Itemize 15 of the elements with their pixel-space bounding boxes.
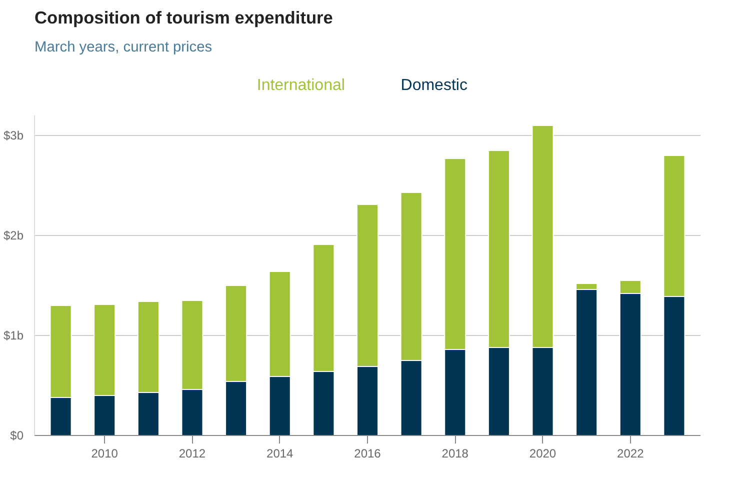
x-tick-label: 2012 <box>178 446 206 460</box>
text: International <box>256 77 345 94</box>
x-tick-label: 2014 <box>266 446 294 460</box>
y-tick-label: $3b <box>3 128 24 142</box>
x-tick-label: 2022 <box>617 446 644 460</box>
x-tick-label: 2016 <box>354 446 382 460</box>
y-tick-label: $0 <box>10 428 24 442</box>
text: Domestic <box>400 77 468 94</box>
chart-title: Composition of tourism expenditure <box>34 8 334 28</box>
x-tick-label: 2020 <box>529 446 556 460</box>
x-tick-label: 2018 <box>442 446 469 460</box>
x-tick-label: 2010 <box>91 446 118 460</box>
y-tick-label: $1b <box>3 328 24 342</box>
y-tick-label: $2b <box>3 228 24 242</box>
chart-subtitle: March years, current prices <box>34 40 212 56</box>
